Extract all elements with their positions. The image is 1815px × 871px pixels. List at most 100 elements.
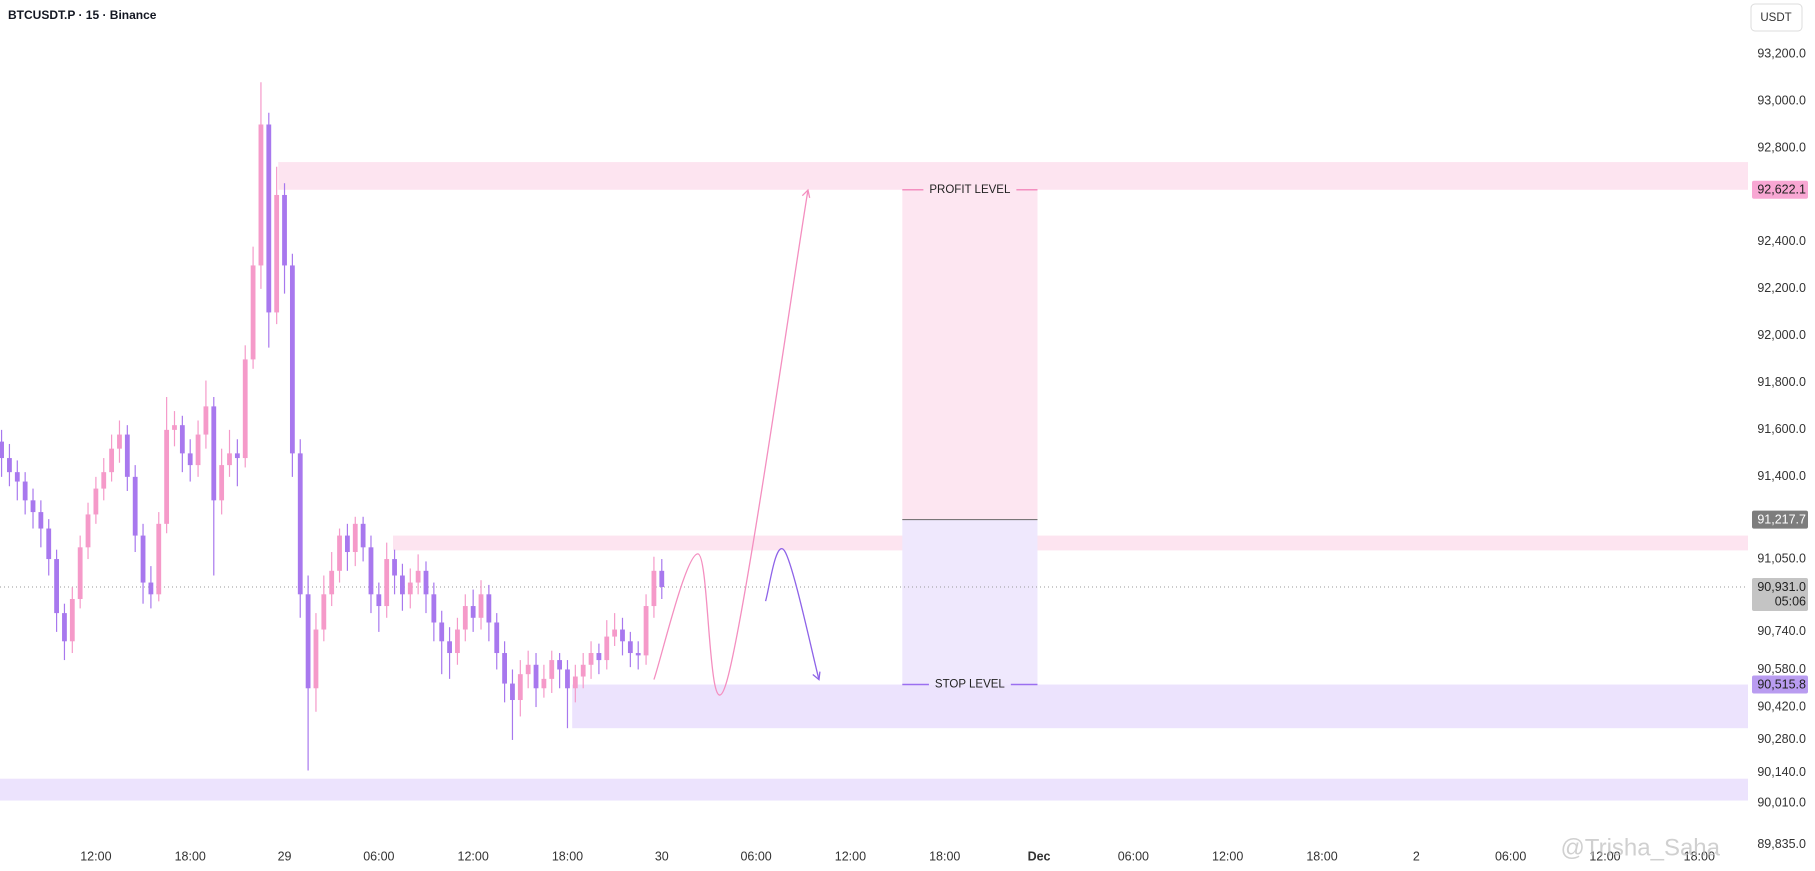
currency-button[interactable] [1750, 3, 1803, 32]
y-tick-label: 93,000.0 [1757, 93, 1806, 107]
profit-area [902, 189, 1038, 520]
candle-body [376, 594, 382, 607]
candle-body [384, 559, 390, 607]
y-tick-label: 90,140.0 [1757, 765, 1806, 779]
currency-label[interactable]: USDT [1760, 12, 1791, 24]
candle-body [46, 528, 52, 560]
x-tick-label: 30 [655, 849, 669, 863]
candle-body [502, 653, 507, 684]
zone [572, 684, 1749, 729]
projection-path [764, 547, 820, 680]
y-tick-label: 90,420.0 [1757, 699, 1806, 713]
current-price-label: 90,931.0 [1757, 580, 1806, 594]
candle-body [612, 629, 618, 637]
candle-body [659, 570, 665, 588]
candle-body [156, 523, 162, 595]
x-tick-label: 06:00 [1495, 849, 1526, 863]
y-tick-label: 92,200.0 [1757, 281, 1806, 295]
x-tick-label: 12:00 [1212, 849, 1243, 863]
candle-body [549, 660, 555, 679]
zone [278, 162, 1748, 190]
x-tick-label: 12:00 [1589, 849, 1620, 863]
candle-body [124, 434, 130, 477]
candle-body [510, 683, 515, 701]
x-tick-label: 12:00 [835, 849, 866, 863]
candle-body [164, 429, 170, 524]
y-tick-label: 90,580.0 [1757, 662, 1806, 676]
stop-area [902, 519, 1038, 685]
candle-body [179, 425, 185, 454]
candle-body [22, 481, 28, 501]
candle-body [557, 660, 563, 670]
candle-body [54, 559, 59, 614]
candle-body [580, 664, 586, 677]
candle-body [62, 613, 67, 642]
watermark: @Trisha_Saha [1560, 834, 1720, 861]
x-tick-label: 18:00 [175, 849, 206, 863]
candle-body [588, 653, 594, 665]
y-tick-label: 90,740.0 [1757, 624, 1806, 638]
y-tick-label: 92,400.0 [1757, 234, 1806, 248]
y-tick-label: 92,000.0 [1757, 328, 1806, 342]
candle-body [117, 434, 122, 449]
y-tick-label: 90,010.0 [1757, 796, 1806, 810]
candle-body [109, 448, 115, 473]
candle-body [85, 514, 91, 548]
price-label-box [1752, 510, 1808, 529]
y-tick-label: 90,280.0 [1757, 732, 1806, 746]
candle-body [572, 676, 578, 689]
y-tick-label: 91,400.0 [1757, 469, 1806, 483]
x-tick-label: 12:00 [458, 849, 489, 863]
candle-body [242, 359, 248, 459]
profit-level-label: PROFIT LEVEL [929, 184, 1011, 196]
price-label-box [1752, 180, 1808, 199]
x-tick-label: 18:00 [1684, 849, 1715, 863]
countdown-label: 05:06 [1775, 594, 1806, 608]
candle-body [494, 622, 500, 654]
candle-body [132, 476, 138, 536]
candle-body [455, 629, 460, 654]
candle-body [620, 629, 625, 642]
candle-body [392, 559, 397, 576]
candle-body [423, 570, 429, 595]
zone [392, 535, 1749, 551]
stop-level-label: STOP LEVEL [935, 679, 1005, 691]
candle-body [297, 453, 303, 595]
candle-body [266, 124, 272, 313]
projection-arrowhead [812, 671, 821, 681]
x-tick-label: 06:00 [740, 849, 771, 863]
candle-body [337, 535, 342, 571]
candle-body [643, 606, 649, 656]
candle-body [651, 570, 657, 607]
candle-body [69, 599, 75, 642]
candle-body [172, 425, 177, 430]
candle-body [203, 406, 209, 435]
candle-body [344, 535, 350, 553]
zone [0, 778, 1748, 801]
candle-body [352, 523, 358, 553]
x-tick-label: 18:00 [1306, 849, 1337, 863]
candle-body [140, 535, 146, 583]
x-tick-label: 2 [1413, 849, 1420, 863]
y-tick-label: 91,800.0 [1757, 375, 1806, 389]
candle-body [486, 594, 492, 623]
y-tick-label: 89,835.0 [1757, 837, 1806, 851]
candle-body [7, 458, 12, 473]
candle-body [211, 406, 217, 501]
y-tick-label: 92,800.0 [1757, 140, 1806, 154]
candle-body [250, 265, 256, 360]
x-tick-label: 06:00 [363, 849, 394, 863]
candle-body [14, 472, 20, 482]
candle-body [478, 594, 484, 618]
x-tick-label: 29 [278, 849, 292, 863]
candle-body [415, 570, 421, 583]
x-tick-label: 18:00 [929, 849, 960, 863]
candle-body [604, 636, 610, 661]
candle-body [195, 434, 201, 466]
candle-body [407, 582, 413, 595]
candle-body [321, 594, 327, 630]
candle-body [533, 664, 539, 689]
candle-body [77, 547, 83, 600]
